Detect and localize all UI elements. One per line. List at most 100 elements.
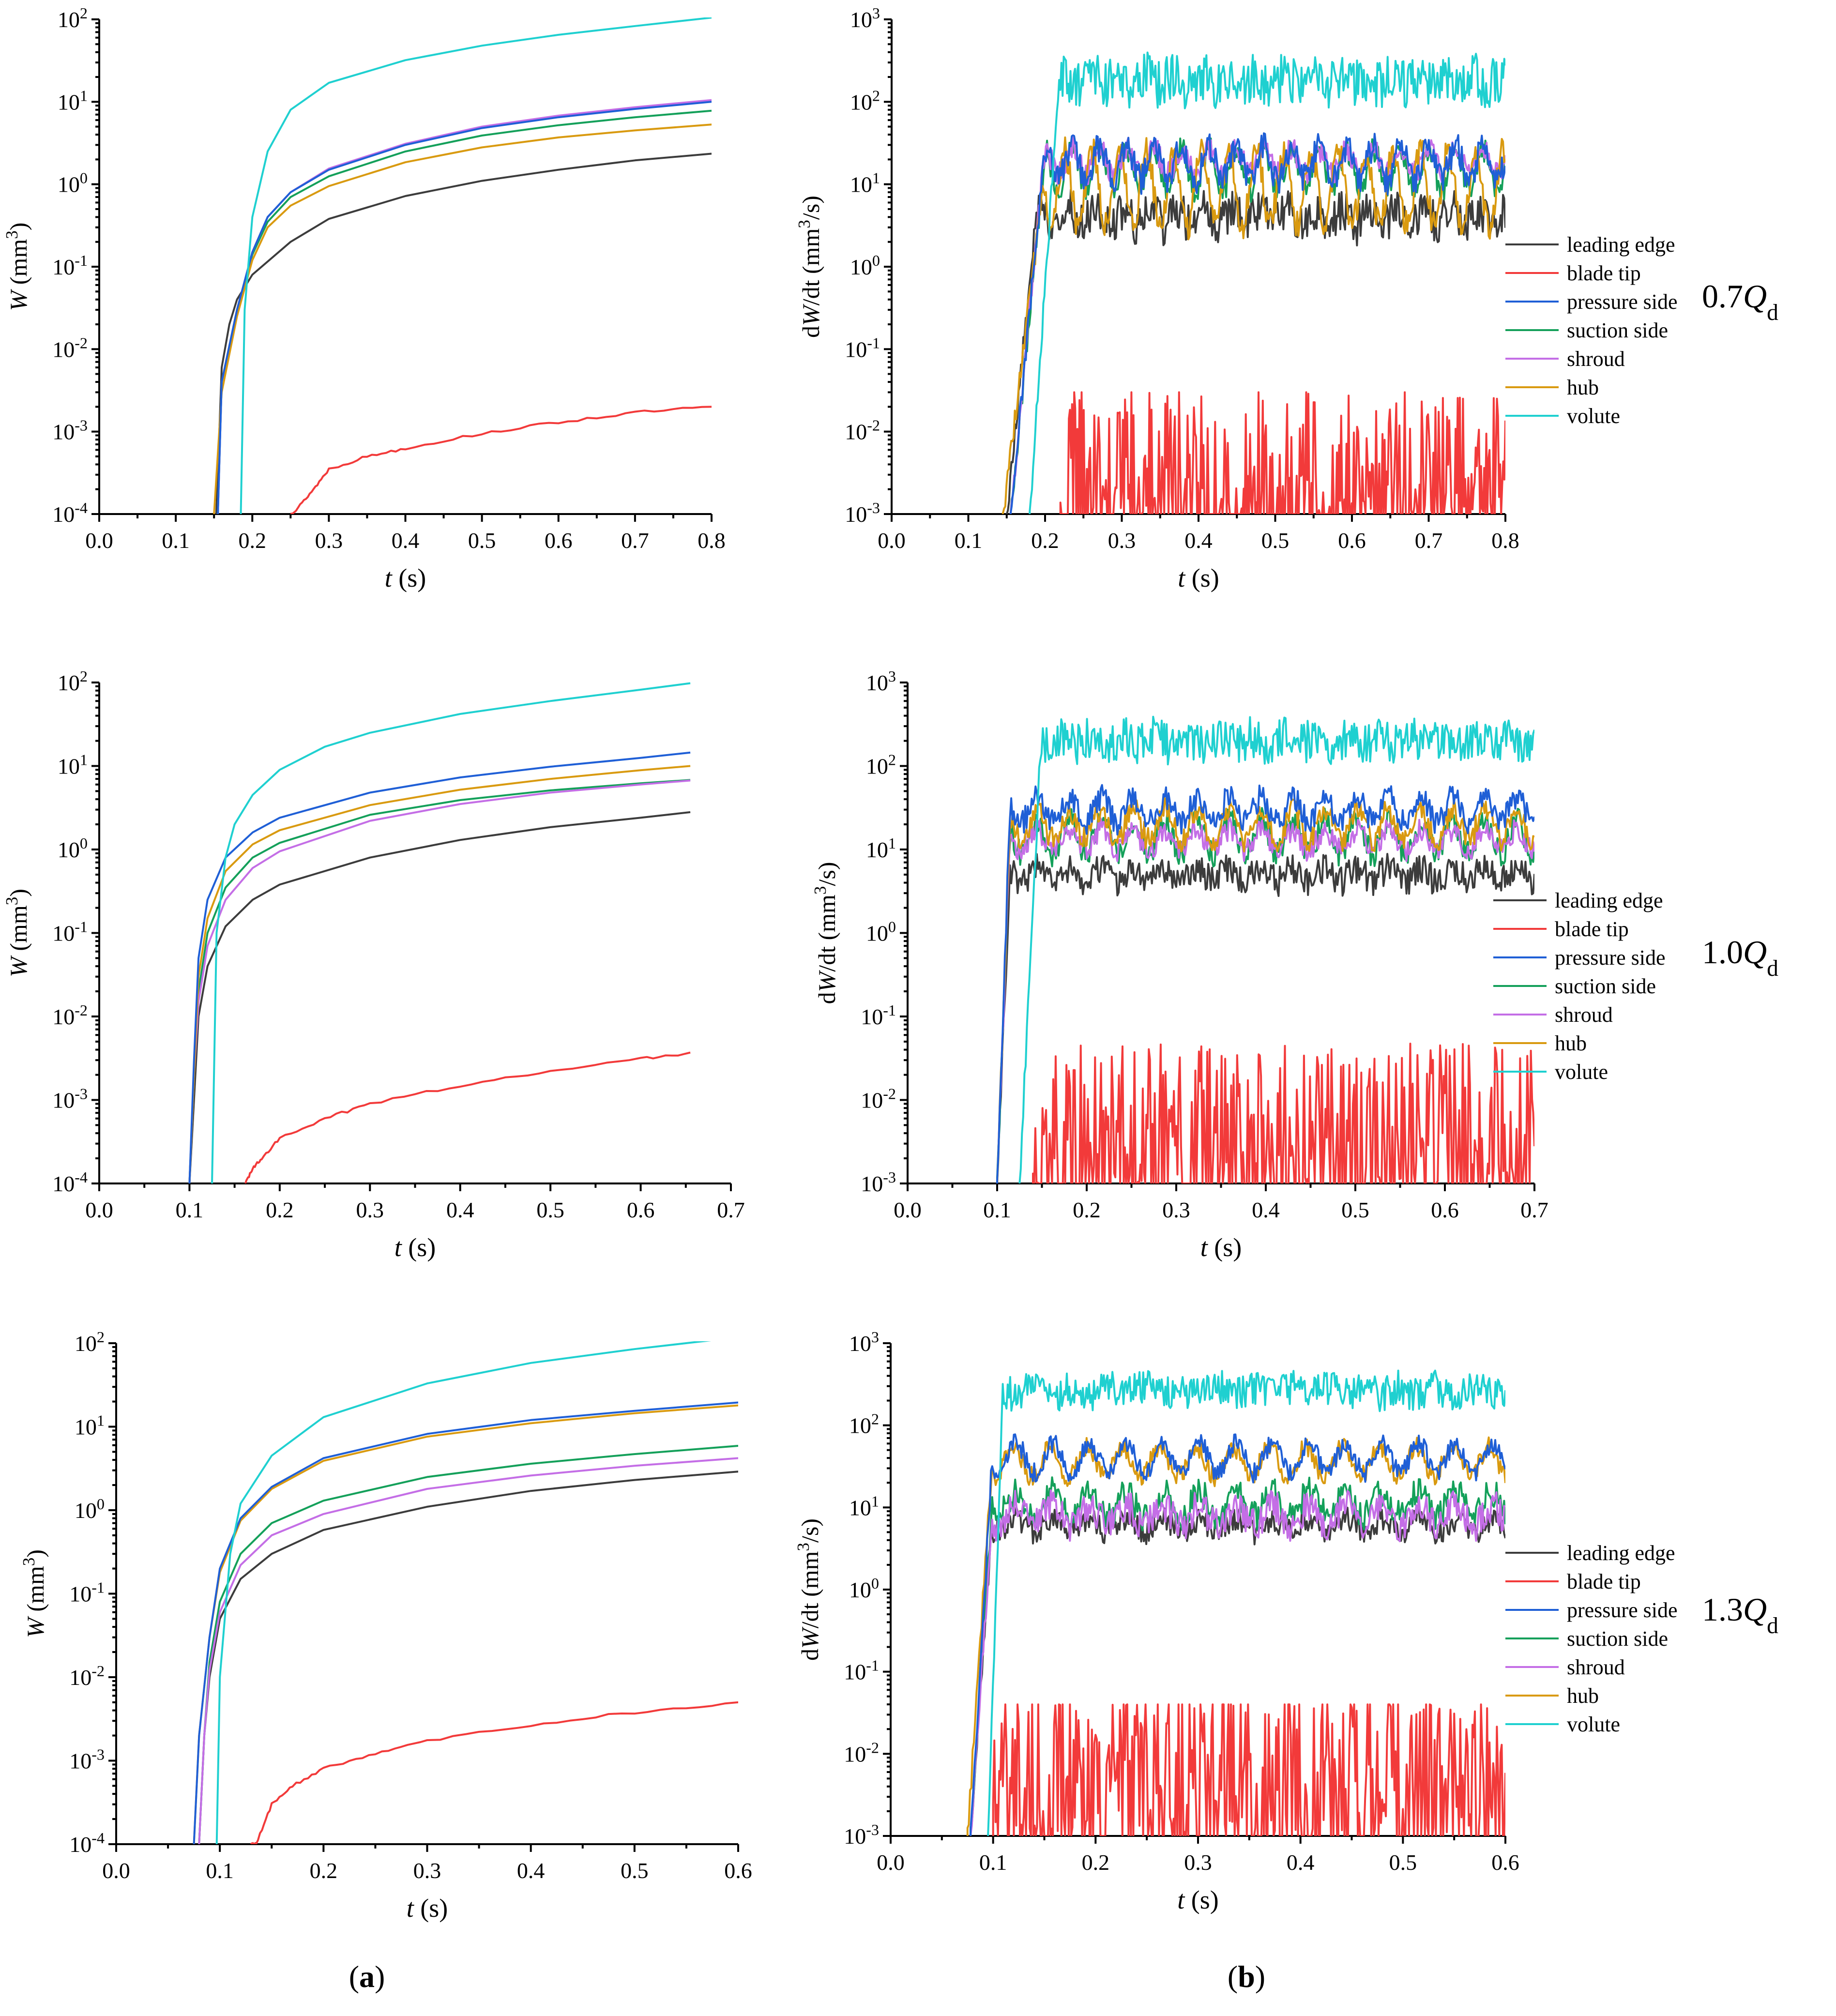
- series-line-hub: [1001, 136, 1505, 514]
- legend: leading edge blade tip pressure side suctio…: [1493, 889, 1666, 1084]
- legend-label: blade tip: [1567, 1570, 1641, 1593]
- chart-b1: 0.0 0.1 0.2 0.3 0.4 0.5 0.6 0.7 0.8 10-3 10-2 10-1 1…: [795, 4, 1678, 592]
- x-tick-label: 0.6: [1338, 528, 1366, 553]
- y-axis-label: dW/dt (mm3/s): [795, 196, 825, 338]
- y-tick-label: 10-3: [52, 1085, 88, 1113]
- legend-label: pressure side: [1567, 1598, 1678, 1622]
- x-tick-label: 0.4: [1287, 1850, 1315, 1875]
- y-tick-label: 101: [866, 834, 896, 862]
- x-axis-label: t (s): [1178, 563, 1219, 592]
- series-line-suction-side: [198, 1445, 738, 1844]
- x-axis-label: t (s): [1200, 1233, 1242, 1262]
- y-tick-label: 102: [866, 751, 896, 779]
- legend-label: suction side: [1555, 974, 1656, 998]
- y-tick-label: 102: [849, 1410, 879, 1438]
- x-tick-label: 0.7: [1415, 528, 1443, 553]
- series-line-pressure-side: [217, 101, 712, 514]
- x-tick-label: 0.5: [1341, 1197, 1369, 1222]
- series-line-shroud: [198, 1457, 738, 1844]
- y-tick-label: 10-3: [52, 417, 88, 444]
- y-tick-label: 101: [58, 751, 88, 779]
- flow-condition-label: 1.0Qd: [1702, 934, 1778, 981]
- y-tick-label: 102: [850, 87, 880, 114]
- y-axis-label: dW/dt (mm3/s): [811, 862, 841, 1004]
- y-tick-label: 103: [866, 667, 896, 695]
- y-axis-label: W (mm3): [2, 889, 32, 977]
- series-line-leading-edge: [996, 853, 1534, 1183]
- chart-a3: 0.0 0.1 0.2 0.3 0.4 0.5 0.6 10-4 10-3 10-2 10-1 100…: [19, 1328, 752, 1923]
- series-line-pressure-side: [188, 751, 691, 1183]
- series-line-hub: [188, 765, 691, 1183]
- y-tick-label: 100: [866, 918, 896, 946]
- y-tick-label: 10-1: [861, 1001, 896, 1029]
- x-tick-label: 0.2: [239, 528, 267, 553]
- y-tick-label: 10-2: [52, 1001, 88, 1029]
- x-tick-label: 0.5: [1389, 1850, 1417, 1875]
- y-tick-label: 10-2: [52, 334, 88, 362]
- series-line-volute: [211, 682, 691, 1183]
- series-line-pressure-side: [193, 1401, 738, 1844]
- y-tick-label: 100: [850, 252, 880, 279]
- legend-label: leading edge: [1555, 889, 1663, 912]
- legend-label: volute: [1567, 404, 1620, 428]
- y-axis-label: W (mm3): [2, 223, 32, 311]
- y-tick-label: 100: [58, 834, 88, 862]
- series-line-blade-tip: [1059, 391, 1505, 514]
- plot-area: [188, 682, 691, 1183]
- chart-b3: 0.0 0.1 0.2 0.3 0.4 0.5 0.6 10-3 10-2 10-1 100 101 1…: [794, 1328, 1678, 1914]
- legend: leading edge blade tip pressure side suctio…: [1505, 1541, 1678, 1736]
- flow-condition-labels: 0.7Qd 1.0Qd 1.3Qd: [1702, 278, 1778, 1638]
- series-line-shroud: [970, 1489, 1505, 1836]
- x-tick-label: 0.1: [983, 1197, 1011, 1222]
- x-axis-label: t (s): [1177, 1885, 1219, 1914]
- x-tick-label: 0.0: [85, 1197, 113, 1222]
- legend-label: volute: [1567, 1713, 1620, 1736]
- y-axis-label: W (mm3): [19, 1549, 49, 1638]
- panel-labels: (a) (b): [349, 1959, 1265, 1994]
- x-axis-label: t (s): [407, 1894, 448, 1923]
- y-tick-label: 101: [849, 1492, 879, 1520]
- y-tick-label: 10-1: [52, 918, 88, 946]
- legend: leading edge blade tip pressure side suctio…: [1505, 233, 1678, 428]
- y-tick-label: 10-3: [861, 1168, 896, 1196]
- legend-label: leading edge: [1567, 233, 1675, 257]
- x-tick-label: 0.8: [698, 528, 726, 553]
- legend-label: volute: [1555, 1060, 1608, 1084]
- panel-label-b: (b): [1228, 1959, 1265, 1994]
- x-tick-label: 0.3: [413, 1858, 441, 1883]
- x-tick-label: 0.2: [1073, 1197, 1101, 1222]
- y-tick-label: 10-1: [52, 252, 88, 279]
- series-line-pressure-side: [970, 1433, 1505, 1836]
- plot-area: [996, 715, 1534, 1183]
- x-tick-label: 0.1: [176, 1197, 204, 1222]
- y-tick-label: 10-4: [52, 1168, 88, 1196]
- legend-label: pressure side: [1567, 290, 1678, 314]
- plot-area: [213, 17, 712, 514]
- x-tick-label: 0.0: [85, 528, 113, 553]
- series-line-volute: [240, 17, 712, 514]
- y-tick-label: 10-3: [845, 499, 880, 527]
- x-tick-label: 0.5: [468, 528, 496, 553]
- x-tick-label: 0.6: [724, 1858, 752, 1883]
- x-axis-label: t (s): [395, 1233, 436, 1262]
- series-line-shroud: [188, 779, 691, 1183]
- y-tick-label: 10-4: [69, 1829, 105, 1857]
- series-line-leading-edge: [198, 1470, 738, 1844]
- x-axis-label: t (s): [385, 563, 426, 592]
- x-tick-label: 0.7: [717, 1197, 745, 1222]
- x-tick-label: 0.7: [621, 528, 649, 553]
- x-tick-label: 0.5: [1261, 528, 1290, 553]
- y-tick-label: 100: [58, 169, 88, 197]
- legend-label: hub: [1567, 376, 1599, 399]
- x-tick-label: 0.6: [627, 1197, 655, 1222]
- plot-area: [966, 1369, 1505, 1836]
- y-tick-label: 10-1: [69, 1579, 105, 1607]
- series-line-leading-edge: [188, 811, 691, 1183]
- plot-area: [1001, 51, 1505, 514]
- series-line-blade-tip: [244, 1051, 691, 1183]
- y-tick-label: 100: [75, 1495, 105, 1523]
- series-line-blade-tip: [1032, 1043, 1534, 1183]
- y-tick-label: 102: [58, 4, 88, 32]
- series-line-blade-tip: [290, 406, 712, 514]
- series-line-leading-edge: [215, 152, 712, 514]
